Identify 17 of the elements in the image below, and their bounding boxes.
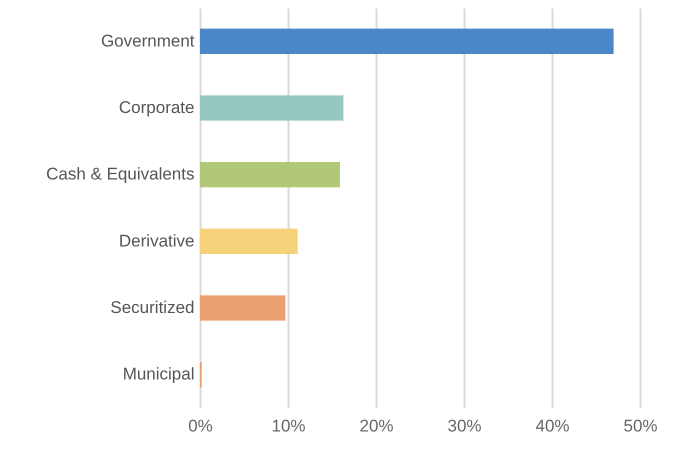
x-tick-label: 50% <box>623 416 658 436</box>
x-tick-label: 30% <box>447 416 482 436</box>
bar <box>200 295 286 321</box>
x-tick-label: 10% <box>271 416 306 436</box>
bar <box>200 162 340 188</box>
y-tick-label: Cash & Equivalents <box>46 164 194 184</box>
bar <box>200 28 614 54</box>
y-tick-label: Securitized <box>110 298 194 317</box>
y-tick-label: Government <box>100 31 195 50</box>
bar <box>200 228 298 254</box>
y-tick-label: Corporate <box>118 98 194 117</box>
y-tick-label: Municipal <box>122 364 194 384</box>
x-tick-label: 20% <box>359 416 394 436</box>
x-tick-label: 40% <box>535 416 570 436</box>
x-tick-label: 0% <box>188 416 213 436</box>
bar <box>200 95 344 121</box>
y-tick-label: Derivative <box>118 231 194 250</box>
